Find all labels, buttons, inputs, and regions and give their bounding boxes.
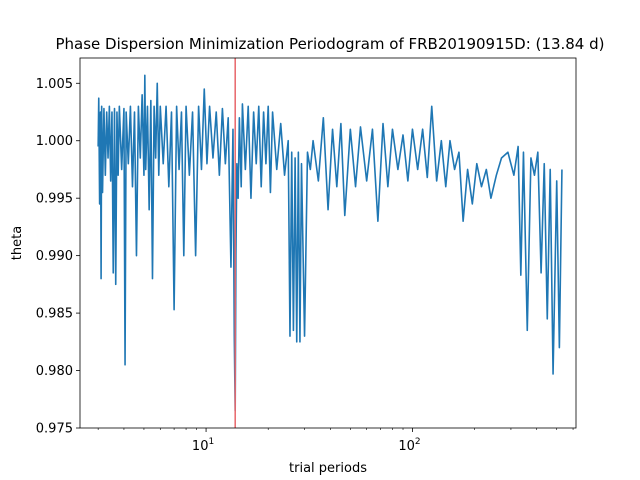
y-axis: 0.975 0.980 0.985 0.990 0.995 1.000 1.005 (36, 77, 80, 437)
y-tick-label: 0.985 (36, 307, 73, 322)
y-tick-label: 0.975 (36, 422, 73, 437)
y-tick-label: 1.000 (36, 134, 73, 149)
series-line-1 (97, 74, 563, 412)
y-tick-label: 0.995 (36, 192, 73, 207)
series-layer (97, 74, 563, 412)
plot-area (79, 57, 577, 429)
y-axis-label: theta (10, 226, 25, 260)
y-tick-label: 0.980 (36, 364, 73, 379)
x-axis-label: trial periods (289, 461, 367, 476)
y-tick-label: 1.005 (36, 77, 73, 92)
plot-frame (79, 57, 577, 429)
y-tick-label: 0.990 (36, 249, 73, 264)
chart-title: Phase Dispersion Minimization Periodogra… (55, 35, 604, 53)
plot-background (80, 58, 576, 428)
